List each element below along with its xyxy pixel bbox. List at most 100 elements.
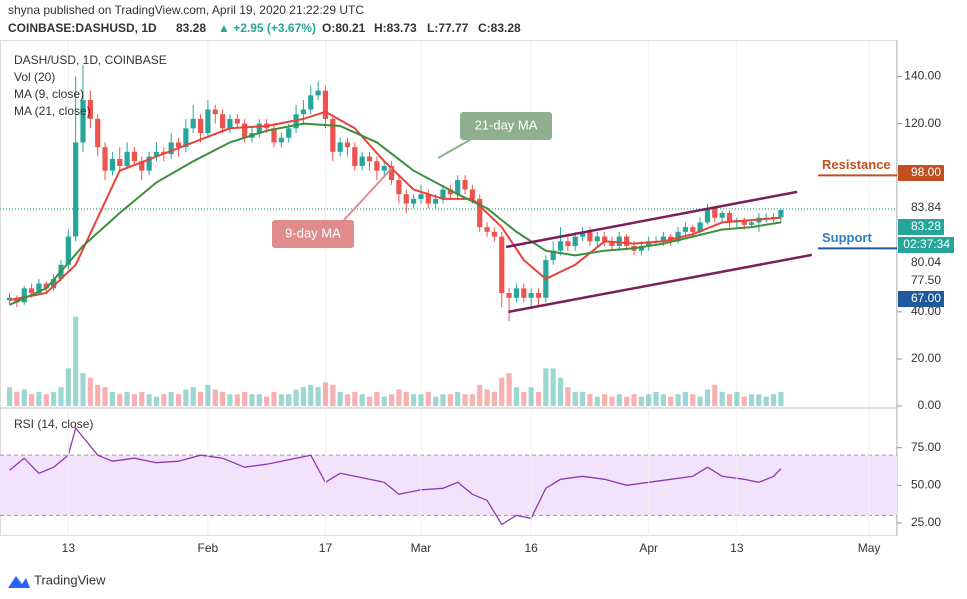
countdown: 02:37:34 bbox=[903, 237, 950, 251]
y-tick-label: 40.00 bbox=[911, 304, 941, 318]
candle-body bbox=[131, 151, 138, 162]
candle-body bbox=[315, 90, 321, 96]
volume-bar bbox=[117, 394, 123, 406]
candle-body bbox=[616, 236, 622, 246]
volume-bar bbox=[21, 389, 27, 406]
candle-body bbox=[513, 288, 520, 298]
candle-body bbox=[535, 293, 542, 298]
volume-bar bbox=[572, 391, 578, 406]
candle-body bbox=[557, 241, 564, 251]
candle-body bbox=[28, 288, 35, 294]
candle-body bbox=[565, 241, 571, 246]
close: C:83.28 bbox=[478, 21, 521, 35]
candle-body bbox=[638, 245, 644, 251]
volume-bar bbox=[242, 391, 248, 406]
volume-bar bbox=[190, 387, 196, 406]
price-label-bg bbox=[898, 255, 944, 271]
price-label: 77.50 bbox=[911, 273, 941, 287]
volume-bar bbox=[506, 373, 512, 406]
symbol: COINBASE:DASHUSD, 1D bbox=[8, 21, 157, 35]
volume-bar bbox=[726, 394, 733, 406]
candle-body bbox=[95, 118, 101, 148]
candle-body bbox=[447, 189, 453, 195]
ma-line bbox=[9, 122, 782, 306]
candle-body bbox=[359, 156, 365, 166]
candle-body bbox=[690, 227, 696, 232]
volume-bar bbox=[594, 396, 600, 406]
volume-bar bbox=[146, 394, 152, 406]
candle-body bbox=[36, 283, 42, 294]
candle-body bbox=[440, 189, 446, 199]
candle-body bbox=[256, 123, 262, 134]
candle-body bbox=[322, 90, 329, 119]
candle-body bbox=[675, 231, 681, 242]
volume-bar bbox=[624, 396, 630, 406]
volume-bar bbox=[602, 394, 608, 406]
candle-body bbox=[21, 288, 27, 303]
volume-bar bbox=[36, 391, 42, 406]
volume-bar bbox=[543, 368, 549, 406]
rsi-y-tick-label: 25.00 bbox=[911, 515, 941, 529]
volume-bar bbox=[484, 389, 490, 406]
volume-bar bbox=[197, 391, 204, 406]
candle-body bbox=[43, 283, 49, 289]
volume-bar bbox=[65, 368, 71, 406]
candle-body bbox=[624, 236, 630, 246]
volume-bar bbox=[587, 394, 593, 406]
volume-bar bbox=[660, 394, 666, 406]
x-tick-label: 13 bbox=[730, 541, 744, 555]
volume-bar bbox=[14, 391, 20, 406]
volume-bar bbox=[6, 387, 13, 406]
volume-bar bbox=[293, 389, 299, 406]
candle-body bbox=[506, 293, 512, 298]
legend-ma21: MA (21, close) bbox=[14, 104, 91, 118]
volume-bar bbox=[183, 389, 189, 406]
candle-body bbox=[175, 142, 182, 148]
candle-body bbox=[374, 161, 380, 171]
candle-body bbox=[352, 147, 358, 166]
volume-bar bbox=[499, 377, 505, 406]
volume-bar bbox=[690, 394, 696, 406]
candle-body bbox=[609, 241, 615, 246]
rsi-y-tick-label: 50.00 bbox=[911, 477, 941, 491]
volume-bar bbox=[425, 391, 431, 406]
countdown-bg bbox=[898, 237, 954, 253]
candle-body bbox=[403, 194, 409, 204]
candle-body bbox=[242, 123, 248, 138]
volume-bar bbox=[264, 396, 270, 406]
volume-bar bbox=[491, 391, 498, 406]
candle-body bbox=[190, 118, 196, 129]
rsi-line bbox=[9, 426, 782, 526]
legend-vol: Vol (20) bbox=[14, 70, 55, 84]
low: L:77.77 bbox=[427, 21, 469, 35]
candle-body bbox=[344, 142, 351, 148]
volume-bar bbox=[175, 394, 182, 406]
change: ▲ +2.95 (+3.67%) bbox=[218, 21, 316, 35]
price-label-bg bbox=[898, 200, 944, 216]
callout-pointer bbox=[437, 139, 471, 159]
candle-body bbox=[418, 194, 424, 199]
candle-body bbox=[455, 180, 461, 195]
candle-body bbox=[741, 220, 747, 225]
candle-body bbox=[286, 128, 292, 138]
candle-body bbox=[330, 118, 336, 152]
candle-body bbox=[117, 158, 123, 166]
candle-body bbox=[124, 151, 130, 166]
price-label-bg bbox=[898, 291, 944, 307]
volume-bar bbox=[43, 394, 49, 406]
candle-body bbox=[109, 158, 116, 171]
volume-bar bbox=[73, 316, 79, 406]
rsi-y-tick-label: 75.00 bbox=[911, 440, 941, 454]
volume-bar bbox=[396, 389, 402, 406]
candle-body bbox=[462, 180, 468, 190]
volume-bar bbox=[227, 394, 233, 406]
legend-ma9: MA (9, close) bbox=[14, 87, 84, 101]
candle-body bbox=[697, 222, 703, 232]
x-tick-label: 16 bbox=[524, 541, 538, 555]
x-tick-label: Feb bbox=[198, 541, 219, 555]
candle-body bbox=[73, 142, 79, 237]
volume-bar bbox=[455, 391, 461, 406]
trend-line bbox=[505, 190, 798, 249]
volume-bar bbox=[205, 384, 211, 406]
